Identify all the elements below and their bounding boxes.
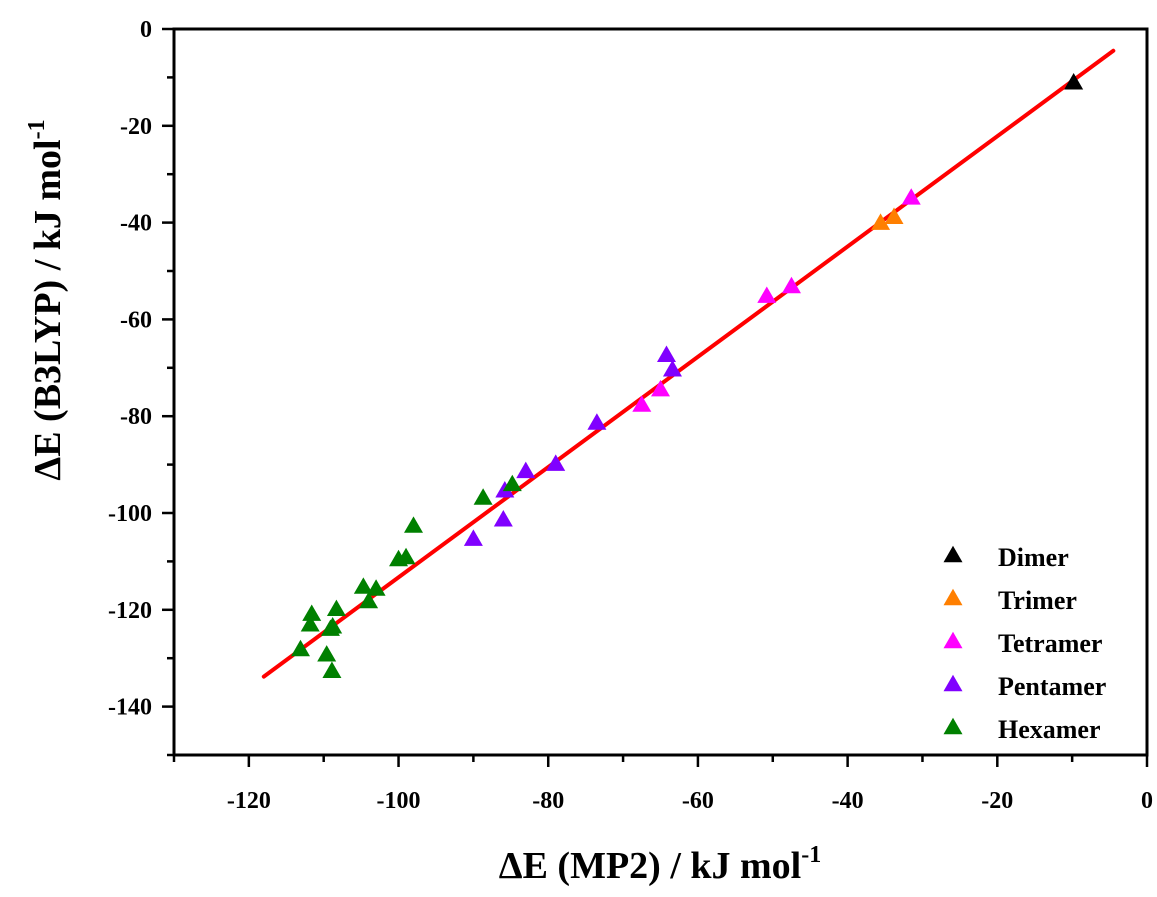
legend-marker-dimer [943,545,963,563]
pentamer-point [662,360,682,377]
x-tick-label: -120 [227,788,271,814]
plot-area: -120 -100 -80 -60 -40 -20 0 0-20-40-60-80-100-… [108,17,1153,814]
pentamer-point [546,454,566,471]
trimer-point [871,213,891,230]
dimer-point [1064,73,1084,90]
legend-label-tetramer: Tetramer [998,629,1102,658]
tetramer-point [632,395,652,412]
pentamer-point [516,461,536,479]
legend-marker-trimer [943,588,963,606]
y-tick-label: -40 [120,211,152,237]
y-tick-label: -120 [108,598,152,624]
legend-marker-pentamer [943,674,963,692]
x-axis-title: ΔE (MP2) / kJ mol-1 [499,842,821,887]
pentamer-point [493,510,513,527]
x-tick-label: -80 [532,788,564,814]
legend: Dimer Trimer Tetramer Pentamer Hexamer [943,543,1106,744]
trimer-point [884,207,904,225]
legend-label-trimer: Trimer [998,586,1077,615]
pentamer-point [463,529,483,546]
legend-label-pentamer: Pentamer [998,672,1106,701]
hexamer-point [317,645,337,662]
data-points [290,73,1084,679]
fit-line [261,48,1116,679]
y-axis-title: ΔE (B3LYP) / kJ mol-1 [24,119,69,480]
legend-label-hexamer: Hexamer [998,715,1101,744]
tetramer-point [901,188,921,205]
tetramer-point [651,379,670,397]
hexamer-point [300,615,320,632]
hexamer-point [366,579,386,596]
x-tick-label: -20 [981,788,1013,814]
y-tick-label: -80 [120,404,152,430]
y-tick-label: 0 [140,17,152,43]
pentamer-point [587,413,607,430]
hexamer-point [320,619,340,636]
fit-line-group [261,48,1116,679]
x-tick-label: 0 [1141,788,1153,814]
hexamer-point [404,516,424,533]
plot-frame [172,27,1149,757]
tetramer-point [781,276,801,294]
hexamer-point [302,604,322,621]
hexamer-point [326,599,346,617]
y-tick-label: -100 [108,501,152,527]
legend-label-dimer: Dimer [998,543,1069,572]
x-tick-label: -60 [682,788,714,814]
legend-marker-hexamer [943,717,963,735]
x-tick-label: -40 [832,788,864,814]
hexamer-point [353,577,373,594]
hexamer-point [389,549,409,567]
hexamer-point [322,661,342,679]
x-axis-ticks: -120 -100 -80 -60 -40 -20 0 [172,755,1153,814]
hexamer-point [502,474,522,492]
pentamer-point [656,345,676,362]
y-axis-ticks: 0 -20 -40 -60 -80 -100 -120 -140 [108,17,174,757]
tetramer-point [757,286,777,303]
hexamer-point [359,591,379,609]
hexamer-point [290,639,310,657]
legend-marker-tetramer [943,631,963,649]
y-tick-label: -20 [120,114,152,140]
y-tick-label: -60 [120,307,152,333]
y-tick-label: -140 [108,695,152,721]
x-tick-label: -100 [377,788,421,814]
hexamer-point [473,488,493,505]
